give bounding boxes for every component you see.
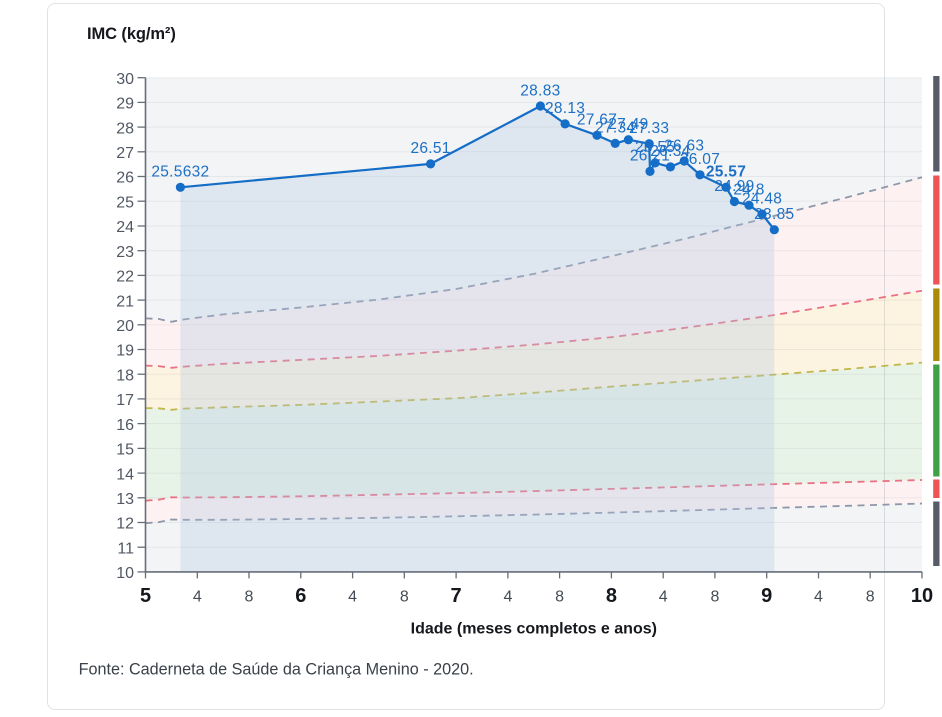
svg-text:25: 25	[116, 194, 134, 211]
svg-text:8: 8	[606, 585, 617, 607]
svg-text:24.8: 24.8	[733, 182, 764, 199]
svg-text:4: 4	[814, 589, 823, 606]
svg-text:20: 20	[116, 318, 134, 335]
svg-text:22: 22	[116, 269, 134, 286]
svg-text:8: 8	[866, 589, 875, 606]
svg-text:24.99: 24.99	[714, 178, 754, 195]
svg-text:10: 10	[911, 585, 933, 607]
svg-text:8: 8	[710, 589, 719, 606]
svg-text:27.49: 27.49	[608, 116, 648, 133]
svg-text:6: 6	[295, 585, 306, 607]
svg-text:28.83: 28.83	[520, 82, 560, 99]
svg-text:21: 21	[116, 293, 134, 310]
svg-text:26.51: 26.51	[410, 140, 450, 157]
svg-text:4: 4	[193, 589, 202, 606]
svg-text:11: 11	[117, 540, 134, 557]
svg-text:26.34: 26.34	[650, 143, 690, 160]
svg-text:7: 7	[451, 585, 462, 607]
svg-text:13: 13	[116, 491, 134, 508]
svg-text:25.5632: 25.5632	[151, 164, 209, 181]
svg-text:18: 18	[116, 367, 134, 384]
svg-text:30: 30	[116, 71, 134, 88]
svg-text:23: 23	[116, 244, 134, 261]
svg-text:17: 17	[116, 392, 134, 409]
svg-text:29: 29	[116, 96, 134, 113]
svg-text:14: 14	[116, 466, 134, 483]
svg-text:IMC (kg/m²): IMC (kg/m²)	[87, 25, 176, 43]
svg-text:12: 12	[116, 516, 134, 533]
svg-text:26.21: 26.21	[630, 148, 670, 165]
svg-text:25.57: 25.57	[706, 164, 746, 181]
svg-text:28.13: 28.13	[545, 100, 585, 117]
svg-text:26.55: 26.55	[635, 139, 675, 156]
svg-text:16: 16	[116, 417, 134, 434]
svg-text:4: 4	[503, 589, 512, 606]
svg-text:8: 8	[245, 589, 254, 606]
svg-text:27.67: 27.67	[577, 112, 617, 129]
svg-text:4: 4	[348, 589, 357, 606]
svg-text:24: 24	[116, 219, 134, 236]
svg-text:4: 4	[659, 589, 668, 606]
svg-text:26.63: 26.63	[664, 137, 704, 154]
svg-text:5: 5	[140, 585, 151, 607]
svg-text:8: 8	[555, 589, 564, 606]
svg-text:Fonte: Caderneta de Saúde da C: Fonte: Caderneta de Saúde da Criança Men…	[79, 661, 474, 679]
svg-text:9: 9	[761, 585, 772, 607]
svg-text:8: 8	[400, 589, 409, 606]
svg-text:10: 10	[116, 565, 134, 582]
svg-text:23.85: 23.85	[754, 206, 794, 223]
svg-text:Idade (meses completos e anos): Idade (meses completos e anos)	[411, 621, 657, 638]
svg-text:26: 26	[116, 170, 134, 187]
svg-text:19: 19	[116, 343, 134, 360]
svg-text:27: 27	[116, 145, 134, 162]
svg-text:27.33: 27.33	[629, 120, 669, 137]
svg-text:24.48: 24.48	[742, 190, 782, 207]
svg-text:26.07: 26.07	[680, 151, 720, 168]
svg-text:15: 15	[116, 442, 134, 459]
svg-text:27.34: 27.34	[595, 120, 635, 137]
svg-text:28: 28	[116, 120, 134, 137]
